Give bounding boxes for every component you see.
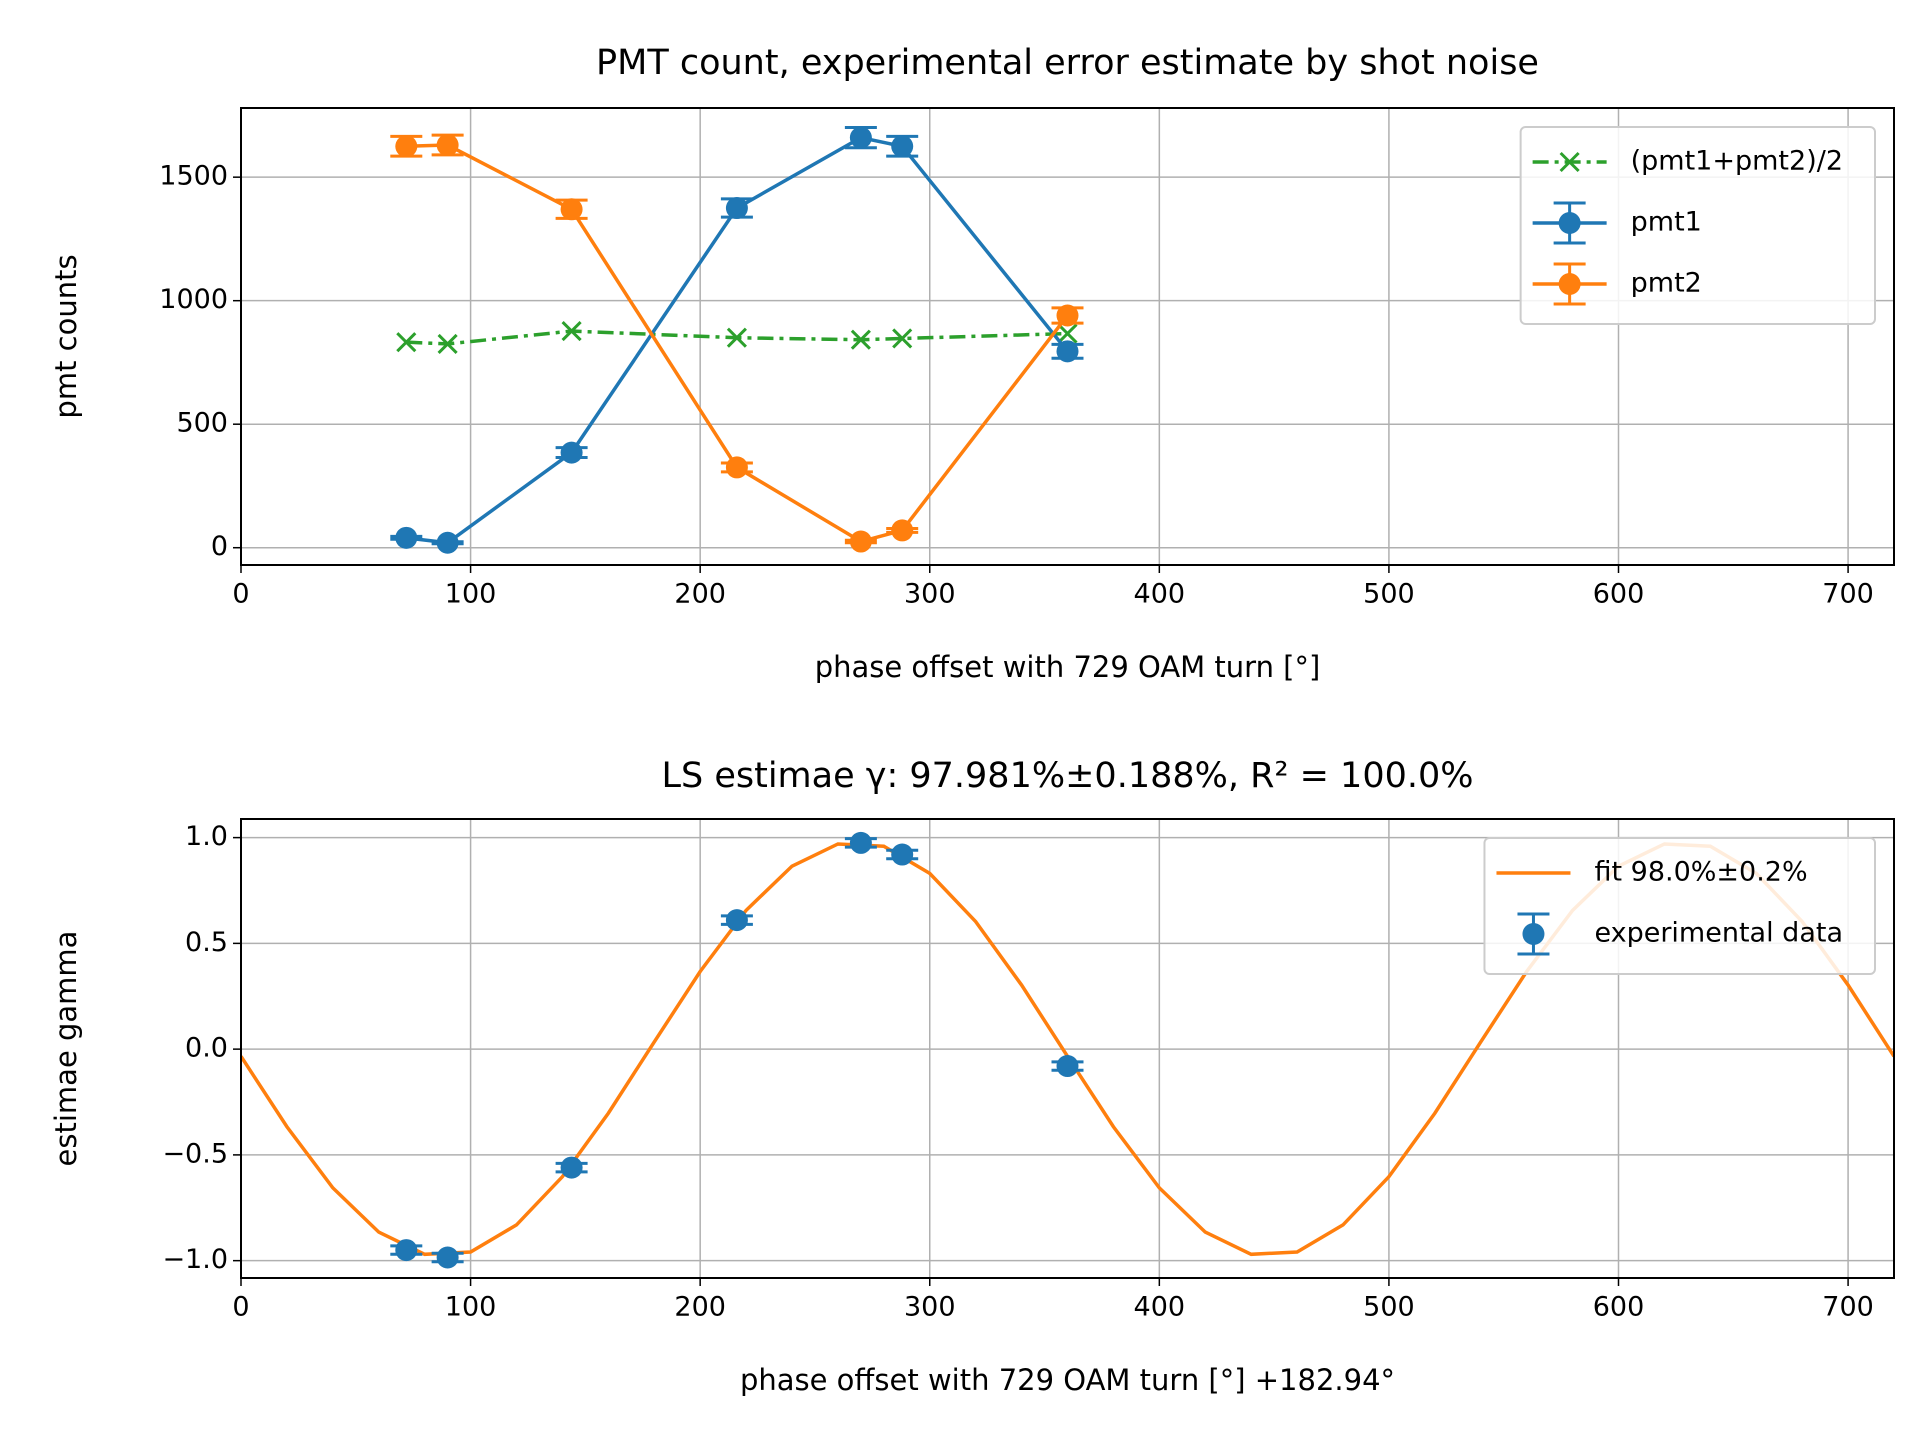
x-tick-label: 700 [1822, 579, 1874, 610]
legend-marker [1558, 212, 1581, 234]
data-point [560, 198, 583, 221]
axes-frame [240, 107, 1895, 566]
data-point [725, 909, 748, 932]
y-tick-label: −1.0 [162, 1244, 228, 1275]
data-point [560, 1156, 583, 1179]
data-point [436, 134, 459, 157]
legend: (pmt1+pmt2)/2 pmt1 pmt2 [1519, 126, 1876, 325]
data-point [395, 1239, 418, 1262]
chart-title: PMT count, experimental error estimate b… [596, 43, 1539, 83]
data-point [1057, 323, 1078, 344]
x-tick-label: 500 [1363, 1292, 1415, 1323]
y-tick-label: 0.5 [185, 927, 228, 958]
data-point [891, 135, 914, 158]
legend-label: pmt1 [1631, 207, 1702, 238]
x-tick-label: 0 [232, 1292, 249, 1323]
y-tick-label: 1500 [159, 161, 228, 192]
data-point [1056, 1055, 1079, 1078]
legend: fit 98.0%±0.2% experimental data [1483, 837, 1876, 975]
data-point [850, 329, 871, 350]
y-axis-label: pmt counts [49, 254, 83, 418]
legend-label: experimental data [1594, 918, 1843, 949]
chart-title: LS estimae γ: 97.981%±0.188%, R² = 100.0… [661, 756, 1473, 796]
data-point [395, 135, 418, 158]
y-axis-label: estimae gamma [49, 931, 83, 1167]
x-tick-label: 100 [445, 579, 497, 610]
x-tick-label: 500 [1363, 579, 1415, 610]
data-point [437, 333, 458, 354]
subplot: PMT count, experimental error estimate b… [49, 43, 1895, 684]
x-tick-label: 300 [904, 1292, 956, 1323]
legend-box [1483, 837, 1876, 975]
legend-box [1519, 126, 1876, 325]
data-point [560, 441, 583, 464]
y-tick-label: 1000 [159, 284, 228, 315]
legend-marker [1522, 923, 1545, 945]
data-point [436, 531, 459, 554]
x-tick-label: 600 [1593, 1292, 1645, 1323]
data-point [1056, 340, 1079, 363]
x-tick-label: 200 [674, 579, 726, 610]
data-point [436, 1246, 459, 1269]
y-tick-label: 500 [176, 408, 228, 439]
x-tick-label: 100 [445, 1292, 497, 1323]
data-point [892, 328, 913, 349]
data-point [725, 197, 748, 220]
data-point [849, 126, 872, 149]
x-axis-label: phase offset with 729 OAM turn [°] +182.… [740, 1363, 1395, 1397]
x-tick-label: 300 [904, 579, 956, 610]
legend-marker [1559, 151, 1580, 173]
x-axis-label: phase offset with 729 OAM turn [°] [815, 650, 1321, 684]
x-tick-label: 600 [1593, 579, 1645, 610]
x-tick-label: 0 [232, 579, 249, 610]
data-point [725, 456, 748, 479]
data-point [849, 530, 872, 553]
legend-label: fit 98.0%±0.2% [1594, 857, 1807, 888]
data-point [726, 327, 747, 348]
legend-label: pmt2 [1631, 268, 1702, 299]
data-point [1056, 304, 1079, 327]
data-point [891, 519, 914, 542]
x-tick-label: 700 [1822, 1292, 1874, 1323]
y-tick-label: 0.0 [185, 1033, 228, 1064]
x-tick-label: 400 [1134, 1292, 1186, 1323]
legend-label: (pmt1+pmt2)/2 [1631, 146, 1843, 177]
data-point [561, 321, 582, 342]
y-tick-label: −0.5 [162, 1138, 228, 1169]
subplot: LS estimae γ: 97.981%±0.188%, R² = 100.0… [49, 756, 1895, 1397]
y-tick-label: 0 [211, 531, 228, 562]
axes-frame [240, 818, 1895, 1279]
data-point [395, 526, 418, 549]
plot-area [390, 126, 1084, 554]
data-point [891, 843, 914, 866]
data-point [849, 831, 872, 854]
x-tick-label: 400 [1134, 579, 1186, 610]
x-tick-label: 200 [674, 1292, 726, 1323]
legend-marker [1558, 273, 1581, 295]
data-point [396, 332, 417, 353]
y-tick-label: 1.0 [185, 821, 228, 852]
